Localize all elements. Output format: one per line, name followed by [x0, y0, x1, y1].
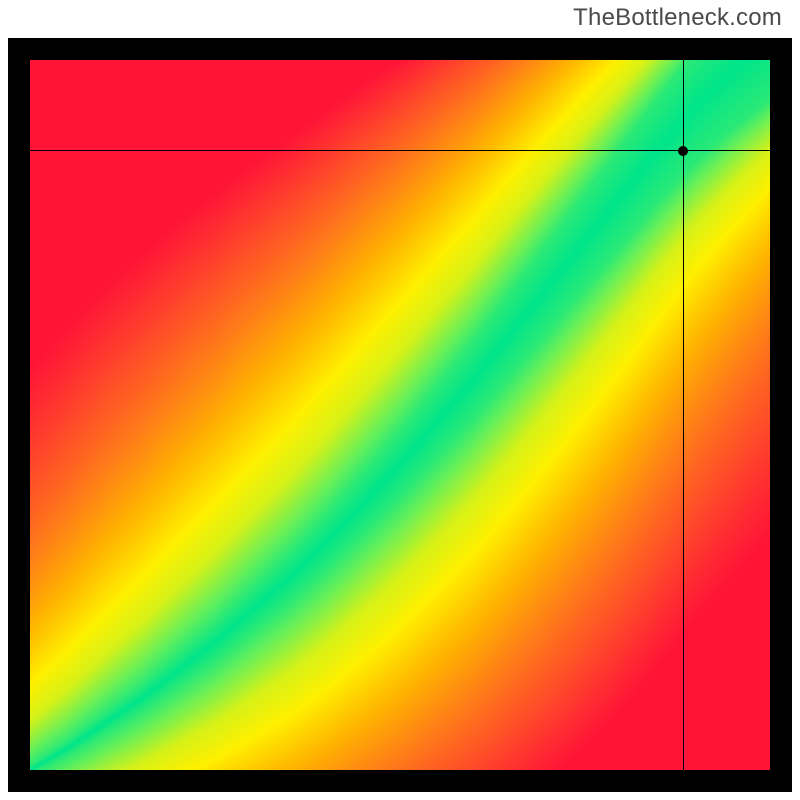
crosshair-horizontal [8, 150, 792, 151]
bottleneck-heatmap [30, 60, 770, 770]
watermark-text: TheBottleneck.com [573, 4, 782, 32]
chart-frame [8, 38, 792, 792]
